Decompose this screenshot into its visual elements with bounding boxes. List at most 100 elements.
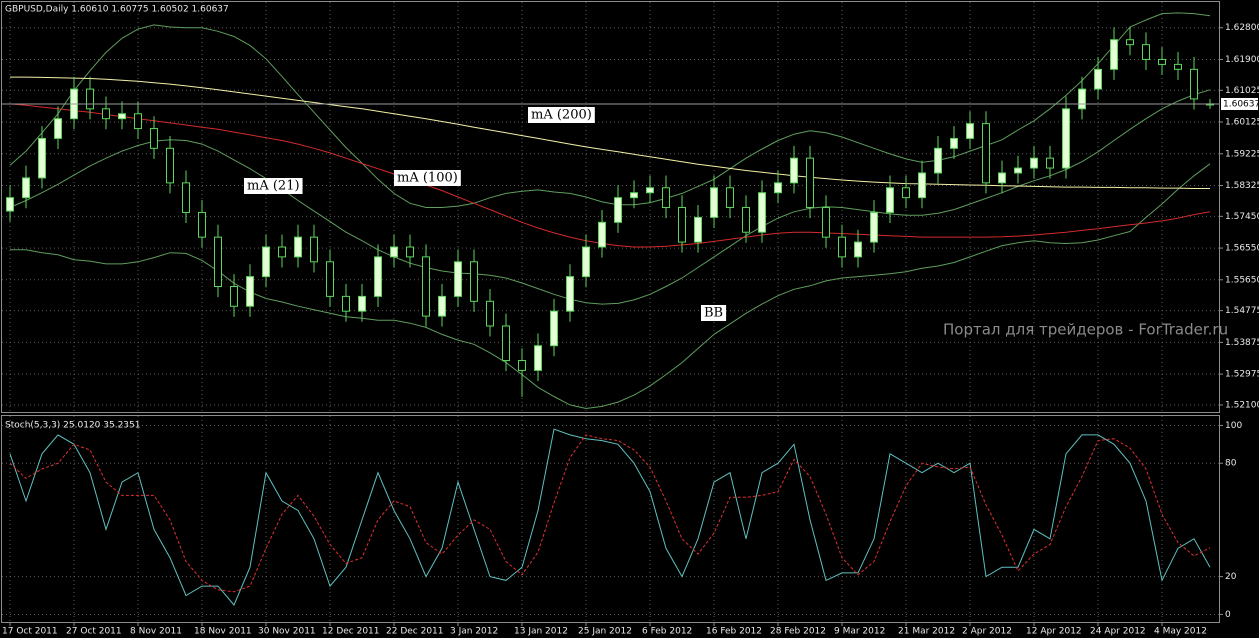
candle-body (726, 187, 734, 209)
candle-body (534, 345, 542, 371)
candle-body (342, 295, 350, 312)
candle-body (374, 256, 382, 297)
x-tick-label: 21 Mar 2012 (898, 627, 955, 637)
candle-body (454, 261, 462, 297)
y-tick-label: 20 (1225, 572, 1237, 582)
x-tick-label: 17 Oct 2011 (2, 627, 58, 637)
y-tick-label: 1.60125 (1225, 118, 1259, 128)
candle-body (790, 157, 798, 184)
y-tick-label: 1.57450 (1225, 212, 1259, 222)
candle-body (54, 118, 62, 139)
price-pane-frame (1, 1, 1220, 413)
annotation-box (394, 170, 461, 186)
last-price-box (1221, 97, 1258, 110)
candle-body (1030, 157, 1038, 169)
candle-body (214, 236, 222, 287)
candle-body (870, 211, 878, 243)
candle-body (1078, 88, 1086, 110)
candle-body (1014, 167, 1022, 174)
candle-body (278, 246, 286, 258)
candle-body (1094, 68, 1102, 90)
line-series (9, 428, 1211, 606)
annotation: mA (100) (397, 171, 458, 186)
candle-body (678, 207, 686, 243)
candle-body (614, 197, 622, 223)
stoch-pane-frame (1, 415, 1220, 623)
x-tick-label: 30 Nov 2011 (258, 627, 316, 637)
last-price-label: 1.60637 (1223, 99, 1259, 109)
candle-body (582, 246, 590, 278)
x-tick-label: 18 Nov 2011 (194, 627, 252, 637)
x-tick-label: 22 Dec 2011 (386, 627, 444, 637)
y-tick-label: 1.52975 (1225, 370, 1259, 380)
candle-body (102, 108, 110, 120)
candle-body (1062, 108, 1070, 169)
candle-body (438, 295, 446, 317)
candle-body (982, 123, 990, 184)
candle-body (502, 325, 510, 362)
candle-body (710, 187, 718, 218)
text-layer: GBPUSD,Daily 1.60610 1.60775 1.60502 1.6… (2, 5, 1259, 637)
candle-body (630, 192, 638, 199)
x-tick-label: 24 Apr 2012 (1090, 627, 1146, 637)
stoch-title: Stoch(5,3,3) 25.0120 35.2351 (5, 421, 140, 431)
candle-body (966, 123, 974, 139)
candle-body (134, 113, 142, 130)
marks-layer (2, 27, 1219, 397)
annotation: mA (200) (531, 108, 592, 123)
candle-body (902, 187, 910, 199)
candle-body (950, 137, 958, 149)
x-tick-label: 3 Jan 2012 (450, 627, 498, 637)
candle-body (806, 157, 814, 209)
line-series (9, 12, 1211, 208)
x-tick-label: 27 Oct 2011 (66, 627, 122, 637)
x-tick-label: 8 Nov 2011 (130, 627, 182, 637)
candle-body (854, 241, 862, 258)
watermark: Портал для трейдеров - ForTrader.ru (943, 321, 1228, 339)
y-tick-label: 0 (1225, 610, 1231, 620)
candle-body (294, 236, 302, 258)
y-tick-label: 100 (1225, 421, 1242, 431)
annotation-box (528, 107, 595, 123)
candle-body (422, 256, 430, 317)
candle-body (1174, 63, 1182, 70)
candle-body (390, 246, 398, 258)
candle-body (838, 236, 846, 258)
line-series (10, 76, 1210, 189)
candle-body (550, 310, 558, 347)
y-tick-label: 1.61900 (1225, 55, 1259, 65)
price-title: GBPUSD,Daily 1.60610 1.60775 1.60502 1.6… (5, 5, 229, 15)
candle-body (1126, 39, 1134, 46)
x-tick-label: 2 Apr 2012 (962, 627, 1012, 637)
candle-body (1190, 68, 1198, 100)
candle-body (998, 172, 1006, 184)
candle-body (758, 192, 766, 233)
annotation: mA (21) (247, 179, 300, 194)
candle-body (406, 246, 414, 258)
y-tick-label: 1.61025 (1225, 86, 1259, 96)
y-tick-label: 1.55650 (1225, 275, 1259, 285)
y-tick-label: 80 (1225, 459, 1237, 469)
x-tick-label: 4 May 2012 (1154, 627, 1207, 637)
annotation-box (244, 178, 303, 194)
y-tick-label: 1.56550 (1225, 244, 1259, 254)
candle-body (182, 182, 190, 213)
candle-body (486, 300, 494, 327)
candle-body (646, 187, 654, 194)
candle-body (6, 197, 14, 212)
x-tick-label: 13 Jan 2012 (514, 627, 568, 637)
candle-body (1158, 58, 1166, 65)
candle-body (886, 187, 894, 213)
line-series (9, 103, 1211, 248)
candle-body (934, 147, 942, 174)
candle-body (118, 113, 126, 120)
candle-body (246, 276, 254, 307)
y-tick-label: 1.54775 (1225, 306, 1259, 316)
candle-body (470, 261, 478, 302)
candle-body (742, 207, 750, 233)
candle-body (774, 182, 782, 194)
x-tick-label: 25 Jan 2012 (578, 627, 632, 637)
annotation-box (701, 305, 727, 321)
